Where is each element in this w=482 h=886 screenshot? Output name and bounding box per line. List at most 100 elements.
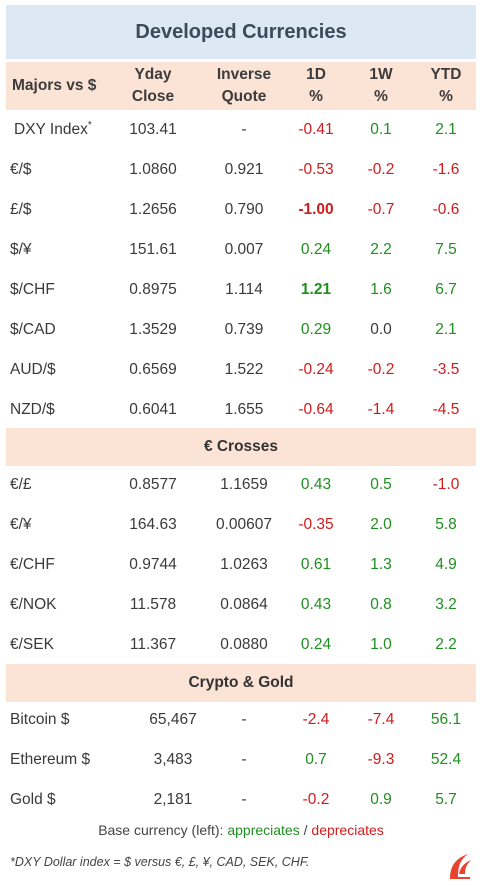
table-row: $/CAD 1.3529 0.739 0.29 0.0 2.1 [6,310,476,350]
row-name: €/SEK [10,625,54,665]
yday-cell: 11.578 [129,596,177,613]
column-header-row: Majors vs $ Yday Close Inverse Quote 1D … [6,62,476,110]
d1-cell: -0.41 [298,121,334,138]
yday-cell: 1.2656 [129,201,177,218]
table-row: Ethereum $ 3,483 - 0.7 -9.3 52.4 [6,740,476,780]
footnote: *DXY Dollar index = $ versus €, £, ¥, CA… [10,855,310,869]
row-name-text: Ethereum $ [10,751,91,768]
yday-cell: 2,181 [153,791,193,808]
d1-cell: 0.61 [300,556,332,573]
yday-cell: 164.63 [129,516,177,533]
yday-cell: 151.61 [129,241,177,258]
header-inverse: Inverse Quote [217,62,271,110]
ytd-cell: 52.4 [430,751,462,768]
row-name: €/$ [10,150,32,190]
ytd-cell: 5.8 [435,516,457,533]
header-yday-line1: Yday [134,66,172,83]
table-row: €/SEK 11.367 0.0880 0.24 1.0 2.2 [6,625,476,665]
row-name-text: DXY Index [14,121,88,138]
ytd-cell: 4.9 [435,556,457,573]
row-name: $/CAD [10,310,56,350]
table-row: €/£ 0.8577 1.1659 0.43 0.5 -1.0 [6,465,476,505]
w1-cell: -0.7 [367,201,395,218]
table-row: £/$ 1.2656 0.790 -1.00 -0.7 -0.6 [6,190,476,230]
inverse-cell: 1.0263 [220,556,268,573]
d1-cell: -1.00 [298,201,334,218]
header-1w-line2: % [374,88,388,105]
w1-cell: 1.3 [370,556,392,573]
inverse-cell: 0.790 [224,201,264,218]
w1-cell: 1.0 [370,636,392,653]
table-row: €/NOK 11.578 0.0864 0.43 0.8 3.2 [6,585,476,625]
w1-cell: -7.4 [367,711,395,728]
d1-cell: -0.64 [298,401,334,418]
header-ytd-line2: % [439,88,453,105]
flame-logo-icon [450,854,471,879]
w1-cell: -0.2 [367,161,395,178]
d1-cell: -0.2 [302,791,330,808]
ytd-cell: -3.5 [432,361,460,378]
w1-cell: 0.1 [370,121,392,138]
d1-cell: -0.53 [298,161,334,178]
row-name-text: $/CHF [10,281,55,298]
yday-cell: 103.41 [129,121,177,138]
table-row: Bitcoin $ 65,467 - -2.4 -7.4 56.1 [6,700,476,740]
header-yday: Yday Close [132,62,174,110]
yday-cell: 1.3529 [129,321,177,338]
header-1w-line1: 1W [369,66,393,83]
yday-cell: 3,483 [153,751,193,768]
d1-cell: 0.24 [300,241,332,258]
d1-cell: -2.4 [302,711,330,728]
row-name: Ethereum $ [10,740,90,780]
ytd-cell: 5.7 [435,791,457,808]
row-name-text: $/¥ [10,241,32,258]
inverse-cell: - [241,711,247,728]
header-ytd: YTD % [431,62,462,110]
yday-cell: 1.0860 [129,161,177,178]
table-row: $/CHF 0.8975 1.114 1.21 1.6 6.7 [6,270,476,310]
header-1w: 1W % [369,62,392,110]
d1-cell: 1.21 [300,281,332,298]
ytd-cell: -4.5 [432,401,460,418]
row-name: Gold $ [10,780,56,820]
row-name: Bitcoin $ [10,700,69,740]
row-name-text: €/$ [10,161,32,178]
section-header-crosses: € Crosses [6,428,476,466]
w1-cell: 2.2 [370,241,392,258]
row-name-text: €/¥ [10,516,32,533]
ytd-cell: 3.2 [435,596,457,613]
header-ytd-line1: YTD [430,66,462,83]
row-name-text: Gold $ [10,791,56,808]
inverse-cell: 0.921 [224,161,264,178]
row-name-text: €/CHF [10,556,55,573]
header-name-label: Majors vs $ [12,77,97,94]
table-row: €/CHF 0.9744 1.0263 0.61 1.3 4.9 [6,545,476,585]
row-name-text: €/NOK [10,596,57,613]
row-name-text: $/CAD [10,321,56,338]
header-inverse-line1: Inverse [216,66,272,83]
row-name: €/CHF [10,545,55,585]
d1-cell: -0.24 [298,361,334,378]
table-row: DXY Index* 103.41 - -0.41 0.1 2.1 [6,110,476,150]
ytd-cell: -1.6 [432,161,460,178]
w1-cell: -1.4 [367,401,395,418]
color-legend: Base currency (left): appreciates / depr… [0,822,482,838]
d1-cell: 0.29 [300,321,332,338]
d1-cell: 0.43 [300,596,332,613]
d1-cell: 0.24 [300,636,332,653]
inverse-cell: - [241,791,247,808]
row-name: AUD/$ [10,350,56,390]
inverse-cell: 1.1659 [220,476,268,493]
row-name: £/$ [10,190,32,230]
yday-cell: 0.8577 [129,476,177,493]
header-inverse-line2: Quote [221,88,267,105]
d1-cell: 0.43 [300,476,332,493]
row-name-footnote-marker: * [87,119,92,131]
row-name-text: €/SEK [10,636,54,653]
inverse-cell: 0.0864 [220,596,268,613]
ytd-cell: 2.1 [435,321,457,338]
section-header-crypto-gold: Crypto & Gold [6,664,476,702]
d1-cell: -0.35 [298,516,334,533]
legend-prefix: Base currency (left): [98,822,224,838]
ytd-cell: 56.1 [430,711,462,728]
